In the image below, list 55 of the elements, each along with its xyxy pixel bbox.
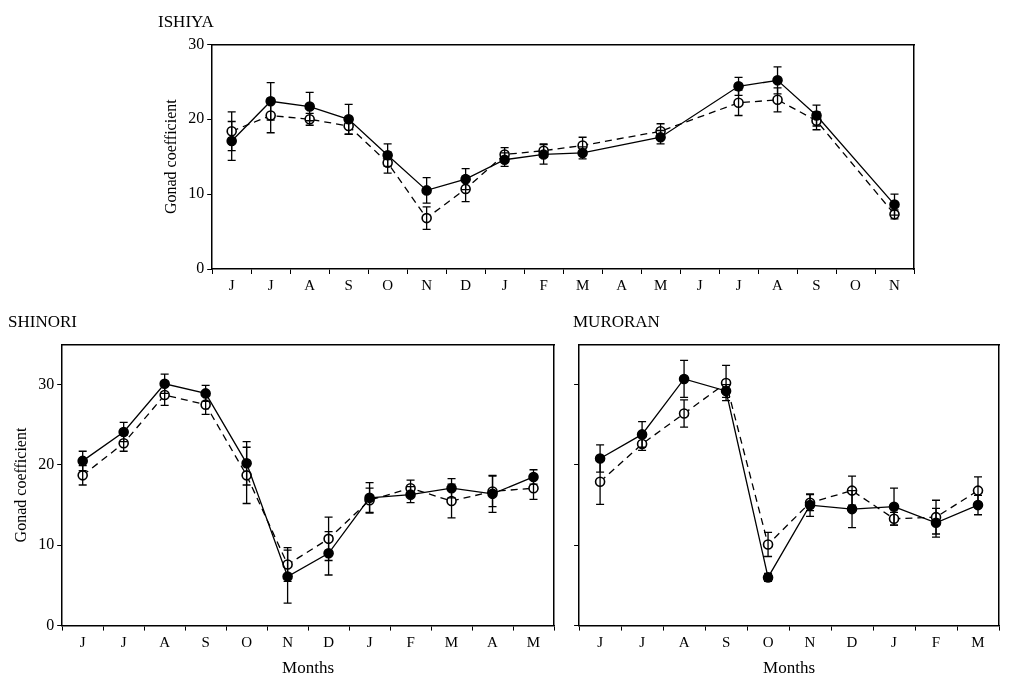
- x-tick-label: M: [526, 633, 541, 650]
- x-tick-label: O: [241, 633, 253, 650]
- y-tick-label: 30: [38, 374, 55, 392]
- y-tick-label: 0: [46, 615, 55, 633]
- x-tick-label: J: [597, 633, 604, 650]
- x-tick-label: J: [891, 633, 898, 650]
- x-axis-title: Months: [763, 658, 816, 678]
- x-tick-label: D: [323, 633, 335, 650]
- x-tick-label: A: [772, 276, 784, 293]
- x-tick-label: D: [846, 633, 858, 650]
- x-tick-label: J: [366, 633, 373, 650]
- x-tick-label: M: [575, 276, 590, 293]
- x-tick-label: J: [79, 633, 86, 650]
- x-tick-label: J: [501, 276, 508, 293]
- x-tick-label: O: [762, 633, 774, 650]
- y-tick-label: 0: [196, 259, 205, 277]
- x-axis-title: Months: [282, 658, 335, 678]
- x-tick-label: S: [721, 633, 731, 650]
- y-tick-label: 20: [38, 455, 55, 473]
- x-tick-label: D: [460, 276, 472, 293]
- x-tick-label: O: [850, 276, 862, 293]
- x-tick-label: S: [812, 276, 821, 293]
- x-tick-label: F: [539, 276, 548, 293]
- y-axis-title: Gonad coefficient: [161, 98, 179, 215]
- x-tick-label: A: [304, 276, 316, 293]
- x-tick-label: N: [282, 633, 294, 650]
- y-tick-label: 30: [188, 34, 205, 52]
- x-tick-label: N: [421, 276, 433, 293]
- x-tick-label: F: [931, 633, 941, 650]
- x-tick-label: N: [804, 633, 816, 650]
- chart-title: SHINORI: [8, 311, 78, 331]
- x-tick-label: J: [120, 633, 127, 650]
- y-tick-label: 10: [38, 535, 55, 553]
- x-tick-label: J: [267, 276, 274, 293]
- x-tick-label: S: [201, 633, 210, 650]
- x-tick-label: F: [406, 633, 415, 650]
- x-tick-label: M: [444, 633, 459, 650]
- y-axis-title: Gonad coefficient: [11, 427, 29, 543]
- x-tick-label: O: [382, 276, 394, 293]
- x-tick-label: A: [487, 633, 499, 650]
- x-tick-label: S: [344, 276, 353, 293]
- x-tick-label: A: [678, 633, 690, 650]
- y-tick-label: 10: [188, 184, 205, 202]
- x-tick-label: N: [889, 276, 901, 293]
- x-tick-label: J: [228, 276, 235, 293]
- x-tick-label: M: [971, 633, 985, 650]
- x-tick-label: A: [159, 633, 171, 650]
- chart-title: MURORAN: [573, 311, 660, 331]
- x-tick-label: J: [735, 276, 742, 293]
- x-tick-label: M: [653, 276, 668, 293]
- x-tick-label: J: [696, 276, 703, 293]
- y-tick-label: 20: [188, 109, 205, 127]
- x-tick-label: A: [616, 276, 628, 293]
- chart-title: ISHIYA: [158, 11, 215, 31]
- x-tick-label: J: [639, 633, 646, 650]
